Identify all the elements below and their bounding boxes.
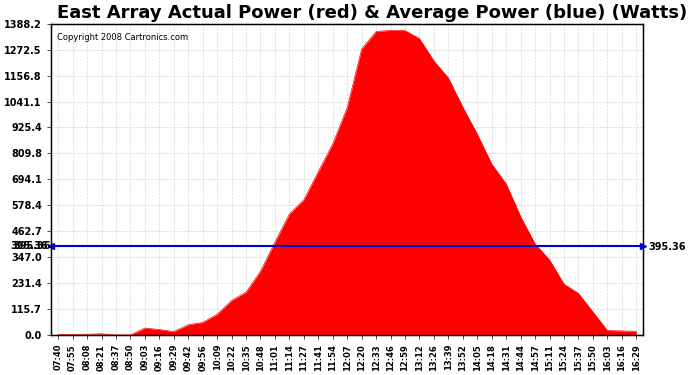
Text: Copyright 2008 Cartronics.com: Copyright 2008 Cartronics.com	[57, 33, 188, 42]
Text: 395.36: 395.36	[13, 241, 51, 251]
Text: 395.36: 395.36	[10, 241, 48, 251]
Text: East Array Actual Power (red) & Average Power (blue) (Watts) Wed Dec 17 16:29: East Array Actual Power (red) & Average …	[57, 4, 690, 22]
